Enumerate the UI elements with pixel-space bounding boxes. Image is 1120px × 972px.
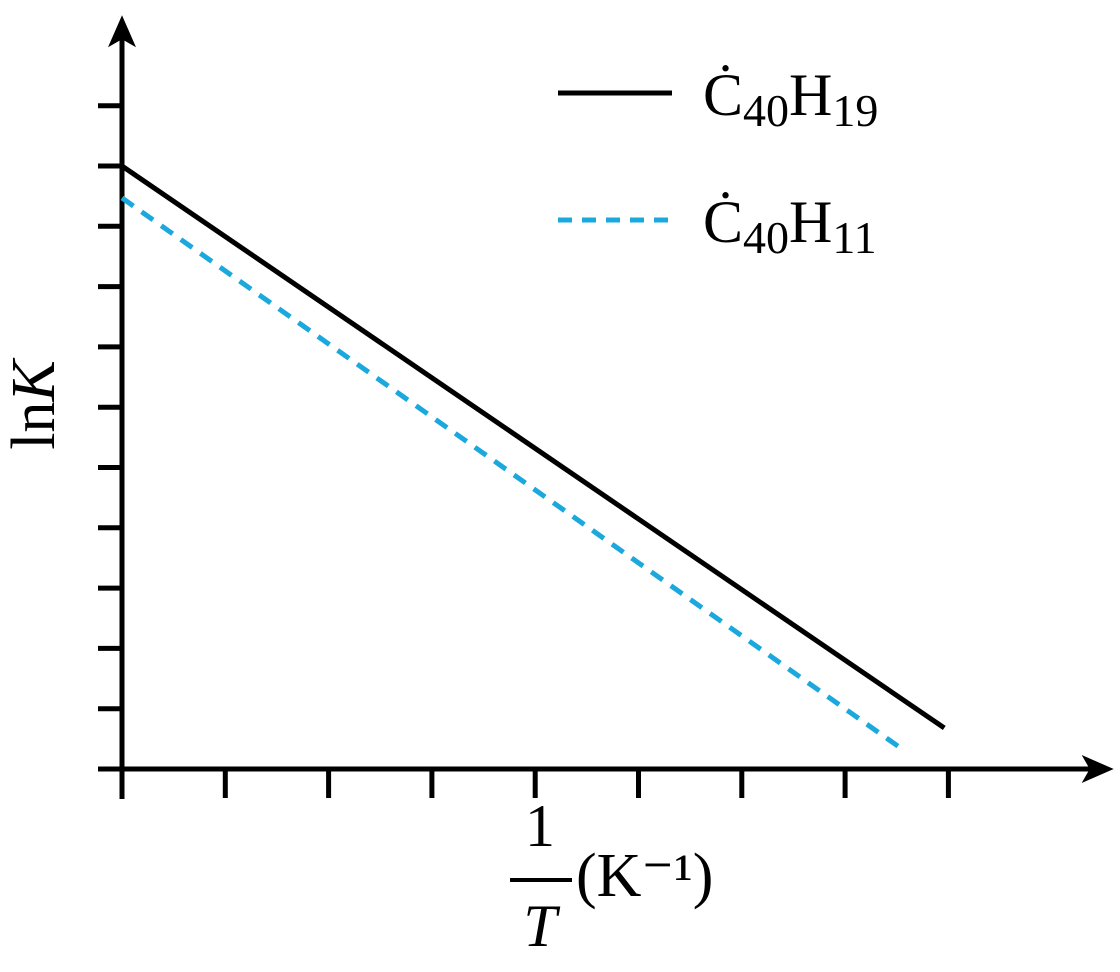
data-line (120, 195, 905, 752)
legend-label-part: 4 (743, 212, 766, 263)
y-axis-label-part: ln (0, 402, 68, 450)
x-label-unit: (K⁻¹) (576, 842, 713, 910)
legend-label-part: H (789, 62, 832, 128)
legend-label-part: 1 (832, 212, 853, 263)
legend-label-part: 1 (854, 212, 877, 263)
legend-label-part: Ċ (703, 62, 743, 128)
legend-label-part: 0 (766, 212, 789, 263)
legend-label-part: Ċ (703, 189, 743, 255)
legend-label-part: H (789, 189, 832, 255)
y-axis-arrow (108, 15, 136, 48)
x-label-numerator: 1 (525, 793, 555, 859)
x-label-denominator: T (523, 893, 560, 959)
y-axis-label: lnK (0, 357, 68, 450)
legend-label-part: 0 (766, 85, 789, 136)
legend-label: Ċ40H19 (703, 62, 878, 136)
x-axis-arrow (1081, 755, 1114, 783)
y-axis-label-part: K (0, 357, 68, 403)
data-line (120, 163, 946, 731)
legend-label-part: 1 (832, 85, 855, 136)
legend-label-part: 9 (855, 85, 878, 136)
legend-label-part: 4 (743, 85, 766, 136)
legend-label: Ċ40H11 (703, 189, 877, 263)
